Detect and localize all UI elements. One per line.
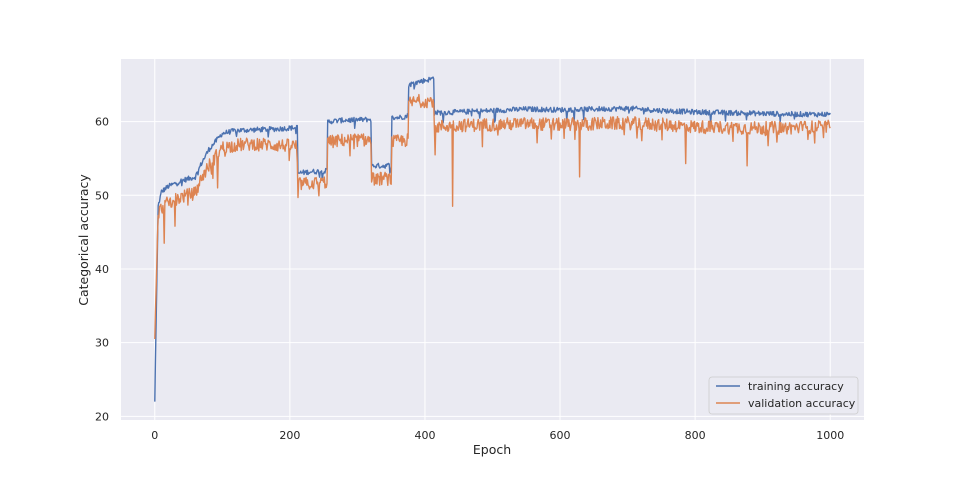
- training-accuracy-line: [154, 76, 831, 402]
- y-axis-label: Categorical accuracy: [76, 174, 91, 306]
- legend-label-training-accuracy: training accuracy: [748, 380, 844, 393]
- legend-box: [708, 376, 859, 415]
- y-tick-label: 30: [95, 337, 109, 350]
- x-axis-label: Epoch: [473, 442, 511, 457]
- x-tick-label: 400: [414, 429, 435, 442]
- series-lines: [154, 76, 831, 402]
- y-tick-label: 20: [95, 410, 109, 423]
- y-tick-label: 50: [95, 189, 109, 202]
- x-tick-label: 600: [550, 429, 571, 442]
- tick-labels: 0 200 400 600 800 1000 20 30 40 50 60: [95, 116, 844, 442]
- validation-accuracy-line: [154, 93, 831, 340]
- legend: training accuracy validation accuracy: [708, 376, 859, 415]
- x-tick-label: 800: [685, 429, 706, 442]
- legend-label-validation-accuracy: validation accuracy: [748, 397, 856, 410]
- y-tick-label: 60: [95, 116, 109, 129]
- y-tick-label: 40: [95, 263, 109, 276]
- x-tick-label: 1000: [816, 429, 844, 442]
- x-tick-label: 0: [151, 429, 158, 442]
- x-tick-label: 200: [279, 429, 300, 442]
